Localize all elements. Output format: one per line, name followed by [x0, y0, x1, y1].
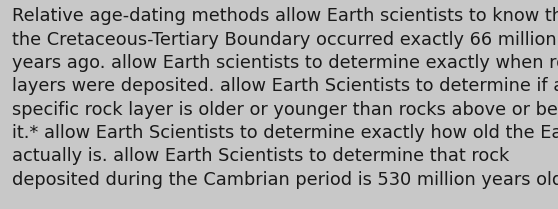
- Text: Relative age-dating methods allow Earth scientists to know that
the Cretaceous-T: Relative age-dating methods allow Earth …: [12, 7, 558, 189]
